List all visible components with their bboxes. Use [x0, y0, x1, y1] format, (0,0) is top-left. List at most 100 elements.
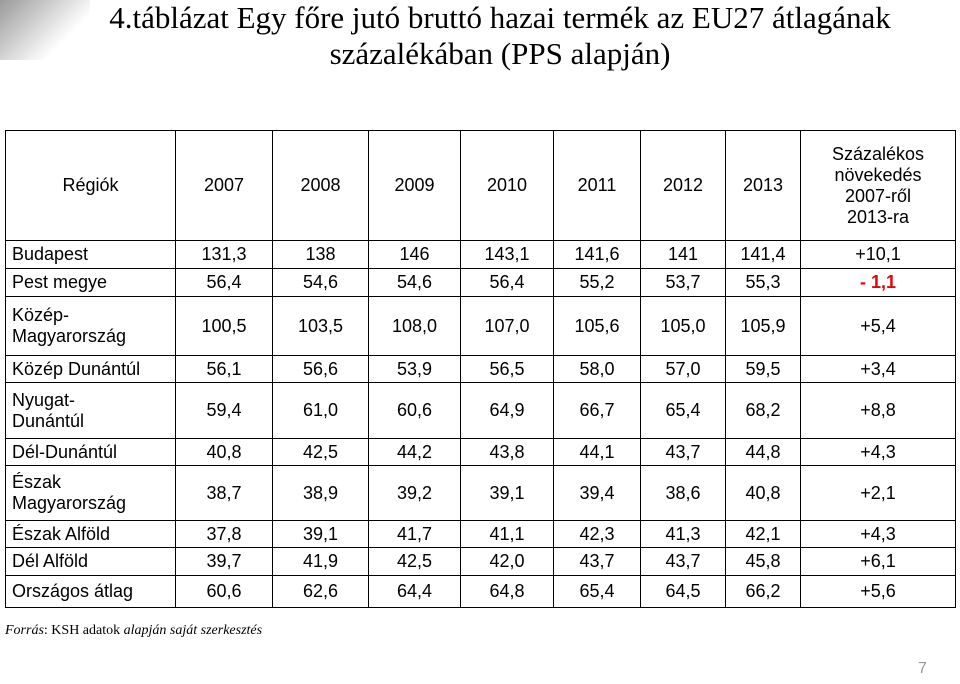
value-cell: 53,7: [640, 268, 726, 297]
value-cell: 40,8: [175, 438, 273, 466]
change-cell: +5,4: [800, 296, 956, 356]
table: Régiók 2007 2008 2009 2010 2011 2012 2013 Százal…: [5, 130, 956, 608]
title-line: 4.táblázat Egy főre jutó bruttó hazai te…: [109, 0, 891, 35]
table-row: Észak Alföld 37,8 39,1 41,7 41,1 42,3 41,3 42,1…: [5, 520, 956, 548]
region-line: Pest megye: [12, 272, 108, 292]
header-cell: 2008: [272, 130, 369, 241]
value-cell: 59,4: [175, 382, 273, 439]
value-cell: 41,3: [640, 520, 726, 548]
value-cell: 39,2: [368, 465, 461, 521]
region-line: Nyugat-: [12, 389, 76, 410]
value-cell: 59,5: [725, 355, 801, 383]
value-cell: 66,2: [725, 575, 801, 608]
value-cell: 55,3: [725, 268, 801, 297]
value-cell: 56,1: [175, 355, 273, 383]
value-cell: 56,4: [460, 268, 554, 297]
value-cell: 64,8: [460, 575, 554, 608]
value-cell: 146: [368, 240, 461, 269]
value-cell: 42,1: [725, 520, 801, 548]
value-cell: 43,8: [460, 438, 554, 466]
change-cell: +10,1: [800, 240, 956, 269]
region-cell: Nyugat- Dunántúl: [5, 382, 176, 439]
value-cell: 37,8: [175, 520, 273, 548]
value-cell: 141,6: [553, 240, 641, 269]
region-line: Országos átlag: [12, 581, 134, 601]
value-cell: 64,4: [368, 575, 461, 608]
table-row: Dél Alföld 39,7 41,9 42,5 42,0 43,7 43,7 45,8 +6…: [5, 547, 956, 576]
title-line: százalékában (PPS alapján): [329, 36, 671, 71]
source-text: : KSH adatok: [43, 623, 124, 638]
value-cell: 41,7: [368, 520, 461, 548]
change-cell: +3,4: [800, 355, 956, 383]
value-cell: 105,6: [553, 296, 641, 356]
change-cell: +2,1: [800, 465, 956, 521]
value-cell: 39,1: [460, 465, 554, 521]
value-cell: 45,8: [725, 547, 801, 576]
value-cell: 41,9: [272, 547, 369, 576]
region-cell: Budapest: [5, 240, 176, 269]
value-cell: 105,9: [725, 296, 801, 356]
region-line: Dél Alföld: [12, 551, 89, 571]
value-cell: 56,4: [175, 268, 273, 297]
value-cell: 64,9: [460, 382, 554, 439]
source-text: Forrás: [5, 623, 44, 638]
value-cell: 56,5: [460, 355, 554, 383]
value-cell: 143,1: [460, 240, 554, 269]
value-cell: 43,7: [640, 547, 726, 576]
value-cell: 107,0: [460, 296, 554, 356]
table-row: Közép- Magyarország 100,5 103,5 108,0 107,0 10…: [5, 296, 956, 356]
region-cell: Észak Magyarország: [5, 465, 176, 521]
decoration: [0, 0, 90, 60]
region-cell: Közép- Magyarország: [5, 296, 176, 356]
table-row: Közép Dunántúl 56,1 56,6 53,9 56,5 58,0 57,0 59…: [5, 355, 956, 383]
value-cell: 53,9: [368, 355, 461, 383]
value-cell: 62,6: [272, 575, 369, 608]
region-line: Dél-Dunántúl: [12, 441, 118, 462]
region-line: Közép-: [12, 305, 70, 325]
header-row: Régiók 2007 2008 2009 2010 2011 2012 2013 Százal…: [5, 130, 956, 241]
value-cell: 131,3: [175, 240, 273, 269]
page-number: 7: [918, 660, 927, 677]
change-cell: +8,8: [800, 382, 956, 439]
header-cell: 2010: [460, 130, 554, 241]
table-row: Pest megye 56,4 54,6 54,6 56,4 55,2 53,7 55,3- …: [5, 268, 956, 297]
value-cell: 38,7: [175, 465, 273, 521]
region-line: Budapest: [12, 244, 89, 264]
table-row: Nyugat- Dunántúl 59,4 61,0 60,6 64,9 66,7 65,4 6…: [5, 382, 956, 439]
value-cell: 41,1: [460, 520, 554, 548]
value-cell: 38,6: [640, 465, 726, 521]
value-cell: 44,1: [553, 438, 641, 466]
value-cell: 65,4: [553, 575, 641, 608]
title: 4.táblázat Egy főre jutó bruttó hazai te…: [40, 0, 960, 72]
header-line: 2007-ről: [844, 185, 912, 206]
header-cell: Százalékos növekedés 2007-ről 2013-ra: [800, 130, 956, 241]
region-cell: Pest megye: [5, 268, 176, 297]
value-cell: 42,3: [553, 520, 641, 548]
value-cell: 42,5: [272, 438, 369, 466]
value-cell: 54,6: [272, 268, 369, 297]
region-line: Magyarország: [12, 326, 127, 346]
region-line: Észak: [12, 472, 62, 492]
value-cell: 43,7: [640, 438, 726, 466]
value-cell: 38,9: [272, 465, 369, 521]
header-cell: 2007: [175, 130, 273, 241]
value-cell: 105,0: [640, 296, 726, 356]
change-cell: +6,1: [800, 547, 956, 576]
value-cell: 58,0: [553, 355, 641, 383]
value-cell: 60,6: [368, 382, 461, 439]
value-cell: 141,4: [725, 240, 801, 269]
value-cell: 141: [640, 240, 726, 269]
change-cell: +4,3: [800, 520, 956, 548]
value-cell: 61,0: [272, 382, 369, 439]
header-cell: 2012: [640, 130, 726, 241]
table-row: Budapest 131,3 138 146 143,1 141,6 141 141,4 +10…: [5, 240, 956, 269]
region-line: Észak Alföld: [12, 523, 111, 544]
table-row: Észak Magyarország 38,7 38,9 39,2 39,1 39,4 38,…: [5, 465, 956, 521]
change-cell: +4,3: [800, 438, 956, 466]
header-line: növekedés: [834, 164, 922, 185]
region-line: Dunántúl: [12, 410, 85, 431]
value-cell: 54,6: [368, 268, 461, 297]
value-cell: 39,7: [175, 547, 273, 576]
value-cell: 56,6: [272, 355, 369, 383]
